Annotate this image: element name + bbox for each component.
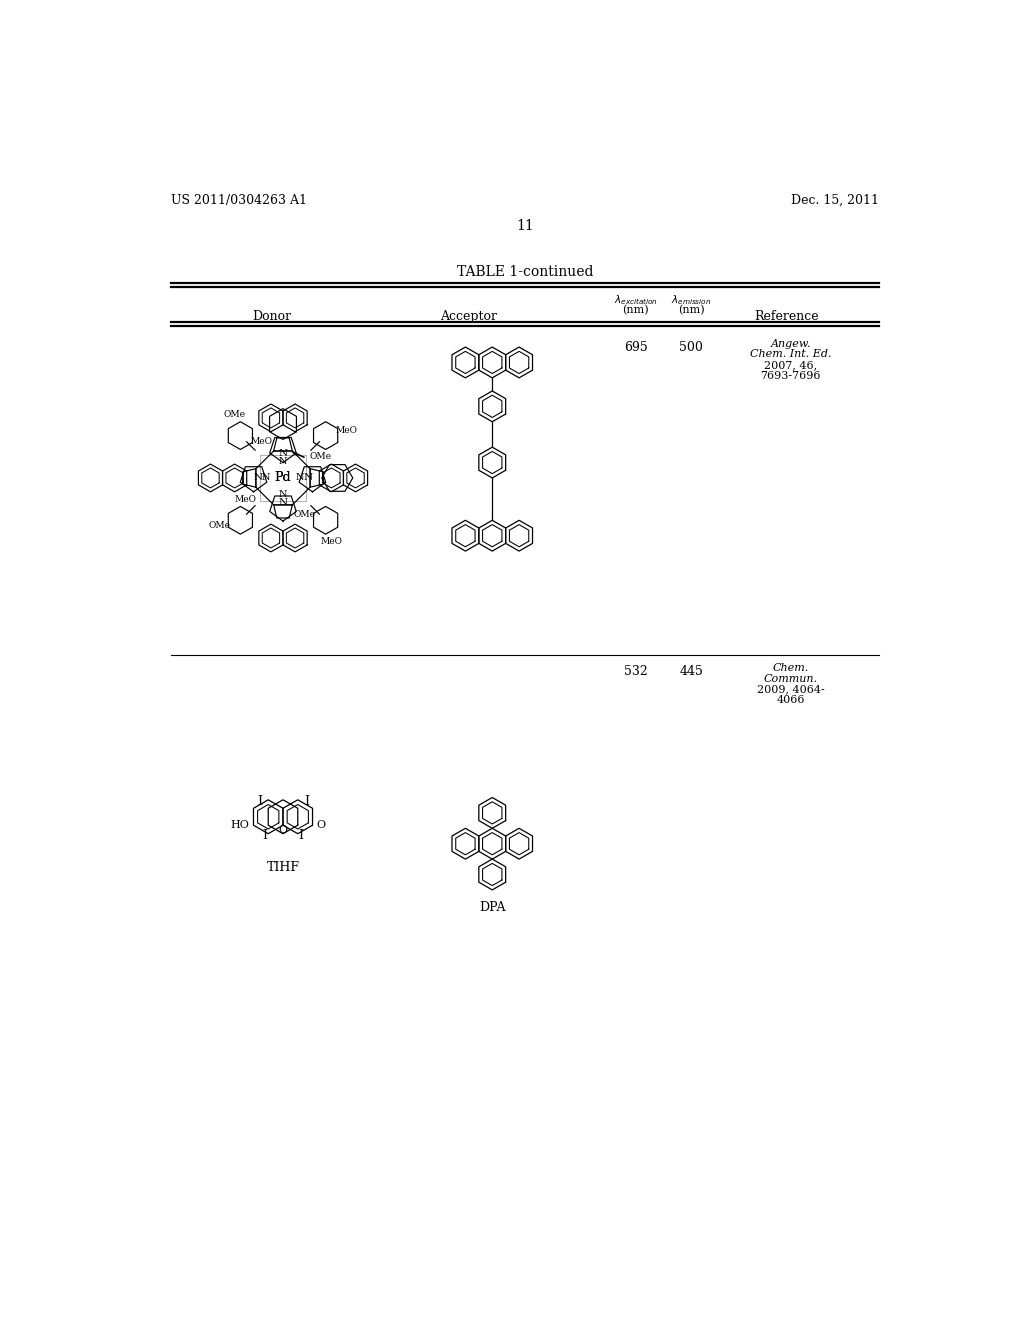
Text: (nm): (nm) [623, 305, 649, 315]
Text: Dec. 15, 2011: Dec. 15, 2011 [791, 194, 879, 207]
Text: MeO: MeO [250, 437, 272, 446]
Text: Acceptor: Acceptor [440, 310, 498, 323]
Text: O: O [316, 820, 326, 830]
Text: $\lambda_{emission}$: $\lambda_{emission}$ [672, 293, 712, 308]
Text: O: O [279, 825, 288, 836]
Text: $\lambda_{excitation}$: $\lambda_{excitation}$ [613, 293, 657, 308]
Text: I: I [304, 795, 309, 808]
Text: TIHF: TIHF [266, 861, 299, 874]
Text: I: I [299, 829, 304, 842]
Text: MeO: MeO [321, 537, 342, 545]
Text: Angew.: Angew. [770, 339, 811, 348]
Text: Pd: Pd [274, 471, 291, 484]
Text: Pd: Pd [274, 471, 291, 484]
Text: Chem.: Chem. [772, 663, 809, 673]
Text: HO: HO [230, 820, 250, 830]
Text: OMe: OMe [209, 521, 230, 531]
Text: MeO: MeO [336, 425, 357, 434]
Text: N: N [279, 449, 288, 458]
Text: 2007, 46,: 2007, 46, [764, 360, 817, 370]
Text: OMe: OMe [224, 411, 246, 420]
Text: Donor: Donor [252, 310, 291, 323]
Text: N: N [254, 474, 263, 482]
Text: N: N [279, 457, 288, 466]
Text: Reference: Reference [755, 310, 819, 323]
Text: 2009, 4064-: 2009, 4064- [757, 684, 824, 694]
Text: 11: 11 [516, 219, 534, 234]
Text: OMe: OMe [309, 451, 331, 461]
Text: 532: 532 [624, 665, 647, 678]
Text: N: N [262, 474, 270, 482]
Text: (nm): (nm) [678, 305, 705, 315]
Text: I: I [262, 829, 267, 842]
Text: DPA: DPA [479, 902, 506, 915]
Text: 4066: 4066 [776, 696, 805, 705]
Text: MeO: MeO [234, 495, 257, 504]
Text: N: N [296, 474, 304, 482]
Text: 7693-7696: 7693-7696 [761, 371, 821, 381]
Text: I: I [257, 795, 262, 808]
Text: 695: 695 [624, 341, 647, 354]
Text: TABLE 1-continued: TABLE 1-continued [457, 265, 593, 280]
Text: N: N [303, 474, 312, 482]
Text: Commun.: Commun. [764, 673, 817, 684]
Text: OMe: OMe [294, 511, 315, 519]
Text: US 2011/0304263 A1: US 2011/0304263 A1 [171, 194, 306, 207]
Text: N: N [279, 491, 288, 499]
Text: 500: 500 [680, 341, 703, 354]
Text: 445: 445 [680, 665, 703, 678]
Text: Chem. Int. Ed.: Chem. Int. Ed. [750, 350, 831, 359]
Text: N: N [279, 498, 288, 507]
